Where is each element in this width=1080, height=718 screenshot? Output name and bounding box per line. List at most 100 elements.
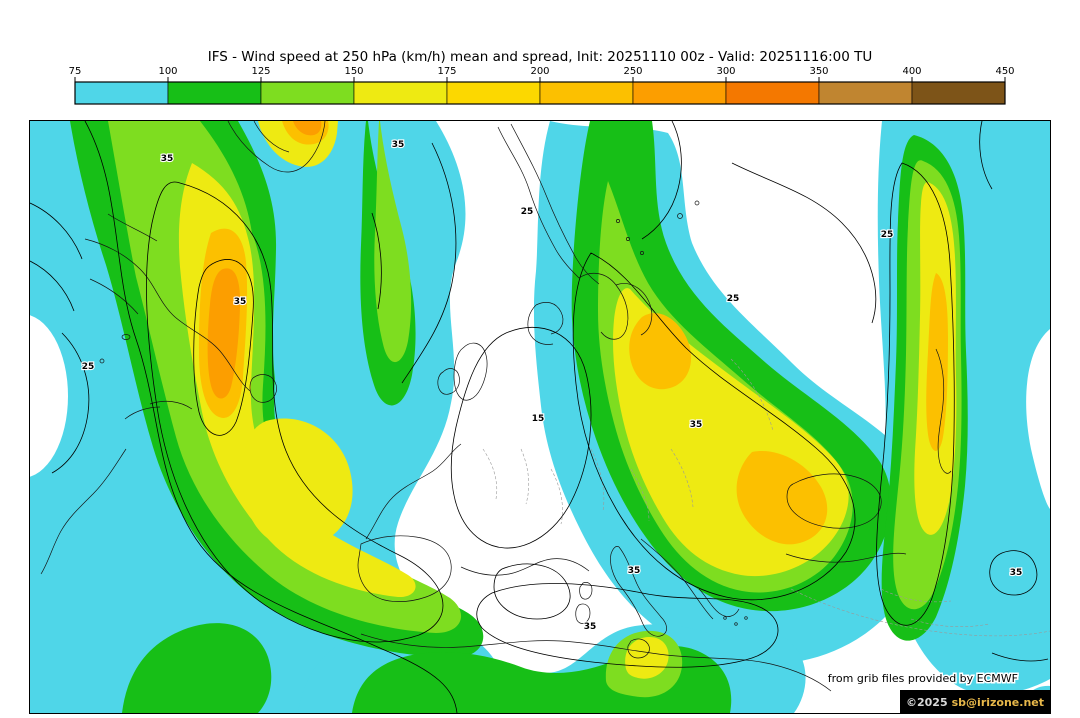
wind-speed-regions	[0, 121, 1050, 713]
contour-label: 35	[1010, 568, 1023, 578]
border-line	[790, 588, 1051, 637]
contour-label: 35	[234, 297, 247, 307]
border-line	[520, 448, 530, 505]
colorbar-tick-label: 175	[437, 66, 456, 77]
lake	[677, 213, 683, 219]
border-line	[670, 448, 694, 508]
coastline-us-east	[40, 448, 127, 575]
island	[734, 622, 738, 626]
colorbar-svg: 75 100 125 150 175 200 250 300 350 400 4…	[69, 66, 1015, 105]
region-orange-west-core	[207, 268, 241, 399]
coastline	[149, 400, 193, 410]
lake	[616, 219, 620, 223]
contour-label: 25	[727, 294, 740, 304]
spread-contour	[84, 120, 458, 714]
coastline-caspian	[935, 348, 952, 474]
coastline	[510, 123, 600, 285]
copyright-badge-background	[900, 690, 1050, 713]
border-line	[880, 588, 952, 603]
copyright-year: ©2025	[906, 696, 948, 709]
coastline-britain	[453, 342, 488, 401]
contour-label: 35	[628, 566, 641, 576]
coastline-blacksea	[786, 473, 882, 529]
contour-label: 25	[82, 362, 95, 372]
contour-label: 25	[881, 230, 894, 240]
colorbar-segment	[353, 81, 448, 105]
spread-contour	[979, 120, 993, 190]
spread-contour	[572, 252, 856, 601]
contour-label: 35	[161, 154, 174, 164]
spread-contours	[29, 120, 1049, 714]
spread-contour	[193, 259, 254, 436]
coastline	[615, 283, 653, 336]
colorbar-tick-label: 75	[69, 66, 82, 77]
spread-contour	[146, 181, 444, 643]
coastline-iberia	[357, 535, 452, 602]
colorbar-tick-label: 100	[158, 66, 177, 77]
spread-contour	[989, 550, 1038, 596]
spread-contour	[493, 563, 571, 620]
colorbar-border	[74, 81, 1006, 105]
contour-label: 35	[690, 420, 703, 430]
border-line	[590, 448, 605, 512]
coastline-adriatic	[640, 538, 714, 620]
colorbar-segment	[725, 81, 820, 105]
spread-contour	[641, 120, 682, 240]
region-gold-jet-core-1	[629, 313, 692, 390]
colorbar-segment	[818, 81, 913, 105]
copyright-contact: sb@irizone.net	[952, 696, 1044, 709]
colorbar-tick-label: 400	[902, 66, 921, 77]
border-line	[550, 468, 563, 525]
wind-map: 35 25 35 35 25 15 35 35 25 35 25 35 from…	[0, 120, 1051, 714]
spread-contour	[476, 583, 779, 668]
colorbar-segment	[260, 81, 355, 105]
colorbar-segment	[539, 81, 634, 105]
spread-contour	[51, 332, 90, 474]
spread-contour	[731, 162, 877, 324]
contour-label: 15	[532, 414, 545, 424]
coastline-greece	[698, 588, 740, 617]
coastline-biscay	[365, 443, 462, 540]
contour-label: 25	[521, 207, 534, 217]
coastline-africa	[360, 633, 832, 692]
spread-contour	[29, 260, 75, 312]
lake	[99, 358, 105, 364]
border-line	[730, 358, 774, 432]
lake	[694, 200, 700, 206]
coastline-sardinia	[575, 603, 591, 624]
coastline	[253, 120, 290, 153]
region-orange-top-spot	[293, 121, 322, 136]
copyright-text: ©2025 sb@irizone.net	[906, 696, 1044, 709]
region-yellow-south-spot	[625, 636, 669, 679]
region-gold-jet-core-2	[736, 451, 828, 545]
island	[744, 616, 748, 620]
coastline-italy	[610, 546, 667, 637]
coastline	[578, 272, 629, 340]
coastline-corsica	[579, 582, 593, 600]
colorbar-segment	[167, 81, 262, 105]
coastline	[535, 302, 564, 335]
spread-contour	[991, 652, 1049, 662]
colorbar-tick-label: 450	[995, 66, 1014, 77]
contour-label: 35	[392, 140, 405, 150]
region-lightgreen-iceland	[374, 121, 412, 363]
colorbar-tick-label: 350	[809, 66, 828, 77]
coastline-turkey	[785, 552, 907, 563]
copyright-badge: ©2025 sb@irizone.net	[900, 690, 1050, 713]
contour-label: 35	[584, 622, 597, 632]
colorbar-segment	[74, 81, 169, 105]
colorbar-segment	[911, 81, 1006, 105]
coastline-sicily	[627, 638, 650, 659]
coastline	[497, 126, 580, 279]
colorbar-ticks	[74, 77, 1006, 82]
region-yellow-west-blob	[242, 418, 353, 548]
coastline-ireland	[437, 368, 460, 395]
colorbar: 75 100 125 150 175 200 250 300 350 400 4…	[50, 64, 1030, 112]
spread-contour	[371, 212, 382, 310]
colorbar-tick-label: 200	[530, 66, 549, 77]
spread-contour	[450, 326, 592, 549]
map-title: IFS - Wind speed at 250 hPa (km/h) mean …	[207, 49, 873, 65]
colorbar-tick-label: 125	[251, 66, 270, 77]
coastline-greenland	[227, 120, 326, 173]
coastline-mediterranean	[460, 558, 590, 576]
